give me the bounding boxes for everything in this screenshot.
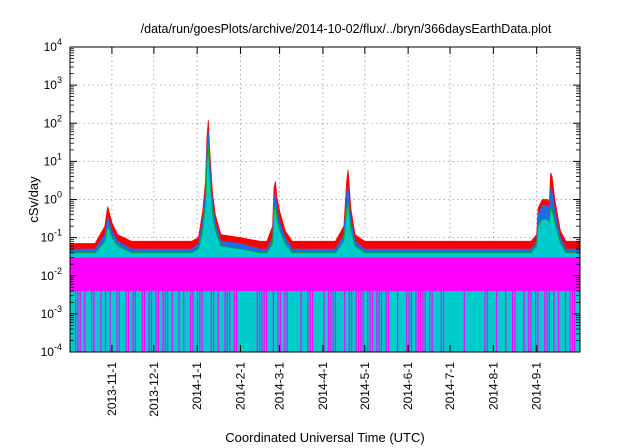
y-tick-label: 10-1 [41, 228, 62, 245]
series-group [69, 120, 581, 353]
x-axis: 2013-11-1 2013-12-1 2014-1-1 2014-2-1 2014-3… [105, 47, 544, 417]
y-axis: 10-4 10-3 10-2 10-1 100 101 102 103 104 [41, 37, 580, 359]
x-tick-label: 2014-4-1 [316, 362, 330, 410]
x-axis-label: Coordinated Universal Time (UTC) [225, 430, 424, 445]
y-tick-label: 104 [44, 37, 62, 54]
chart-title: /data/run/goesPlots/archive/2014-10-02/f… [141, 22, 552, 36]
x-tick-label: 2013-11-1 [105, 362, 119, 416]
grid [70, 47, 580, 352]
y-tick-label: 103 [44, 75, 62, 92]
y-tick-label: 10-3 [41, 304, 62, 321]
y-tick-label: 10-4 [41, 342, 62, 359]
y-axis-label: cSv/day [26, 176, 41, 223]
x-tick-label: 2014-9-1 [530, 362, 544, 410]
x-tick-label: 2014-2-1 [233, 362, 247, 410]
x-tick-label: 2014-6-1 [401, 362, 415, 410]
x-tick-label: 2013-12-1 [147, 362, 161, 417]
x-tick-label: 2014-1-1 [190, 362, 204, 410]
y-tick-label: 10-2 [41, 266, 62, 283]
y-tick-label: 101 [44, 151, 62, 168]
x-tick-label: 2014-3-1 [273, 362, 287, 410]
y-tick-label: 100 [44, 190, 62, 207]
x-tick-label: 2014-8-1 [486, 362, 500, 410]
series-magenta-band [70, 257, 580, 291]
y-tick-label: 102 [44, 113, 62, 130]
x-tick-label: 2014-5-1 [358, 362, 372, 410]
x-tick-label: 2014-7-1 [443, 362, 457, 410]
